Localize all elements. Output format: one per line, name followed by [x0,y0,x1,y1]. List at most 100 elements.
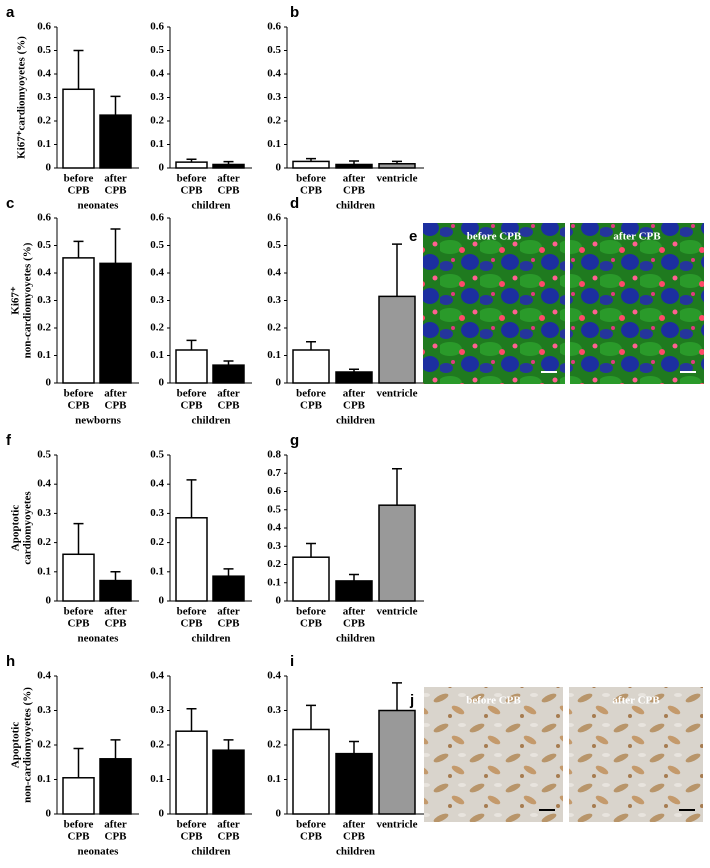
bar [292,556,330,602]
x-tick-label: after [217,819,240,831]
x-tick-label: CPB [68,831,91,843]
panel-label: j [409,692,414,709]
image-caption: after CPB [612,695,660,707]
error-bar [110,95,121,116]
x-tick-label: before [177,388,207,400]
y-tick-label: 0.3 [267,540,281,552]
y-tick-label: 0.2 [150,739,164,751]
y-tick-label: 0.2 [267,322,281,334]
y-tick-label: 0.3 [37,91,51,103]
y-tick-label: 0.6 [267,212,281,224]
micrograph [570,223,704,384]
y-tick-label: 0.2 [150,115,164,127]
bar [378,295,416,384]
error-bar [73,49,84,90]
error-bar [392,467,402,506]
y-tick-label: 0.6 [150,21,164,33]
panel-label: c [6,195,14,212]
bar [99,579,132,602]
y-axis-label: Apoptotic [10,505,22,552]
y-axis-label: non-cardiomyoyetes (%) [22,687,34,803]
y-tick-label: 0.3 [37,704,51,716]
x-tick-label: CPB [218,618,241,630]
y-axis-label: Apoptotic [10,722,22,769]
error-bar [306,542,316,558]
error-bar [73,240,84,258]
y-tick-label: 0.5 [150,449,164,461]
y-tick-label: 0.6 [150,212,164,224]
y-tick-label: 0.3 [37,507,51,519]
y-tick-label: 0.1 [267,773,281,785]
y-tick-label: 0.5 [37,449,51,461]
y-tick-label: 0.1 [150,349,164,361]
y-tick-label: 0.4 [150,478,164,490]
x-tick-label: CPB [105,618,128,630]
bar [62,777,95,815]
bar [212,163,245,169]
group-label: neonates [78,200,120,212]
y-tick-label: 0 [46,595,52,607]
y-tick-label: 0.2 [150,536,164,548]
group-label: neonates [78,633,120,645]
error-bar [73,522,84,555]
y-tick-label: 0.2 [37,739,51,751]
bar [335,580,373,602]
error-bar [73,747,84,778]
x-tick-label: after [104,819,127,831]
x-tick-label: ventricle [377,388,418,400]
bar [212,364,245,384]
x-tick-label: before [177,606,207,618]
y-axis-label: Ki67⁺ [10,286,22,315]
x-tick-label: after [104,388,127,400]
error-bar [110,228,121,264]
x-tick-label: CPB [218,400,241,412]
panel-label: h [6,653,15,670]
panel-label: b [290,4,299,21]
y-tick-label: 0.4 [267,522,281,534]
error-bar [223,739,234,751]
x-tick-label: ventricle [377,819,418,831]
x-tick-label: CPB [181,400,204,412]
error-bar [110,739,121,759]
x-tick-label: ventricle [377,173,418,185]
y-tick-label: 0 [276,808,282,820]
x-tick-label: CPB [105,185,128,197]
x-tick-label: before [177,173,207,185]
y-axis-label: non-cardiomyoyetes (%) [22,242,34,358]
x-tick-label: CPB [343,400,366,412]
x-tick-label: before [64,606,94,618]
group-label: children [192,415,231,427]
bar [292,728,330,815]
x-tick-label: before [296,388,326,400]
panel-label: e [409,228,417,245]
error-bar [110,571,121,581]
bar [335,752,373,815]
y-axis-label: Ki67⁺cardiomyoyetes (%) [16,36,28,159]
x-tick-label: CPB [218,831,241,843]
x-tick-label: before [64,388,94,400]
y-tick-label: 0.5 [267,239,281,251]
x-tick-label: CPB [68,185,91,197]
x-tick-label: after [343,388,366,400]
bar [212,749,245,815]
y-tick-label: 0 [46,162,52,174]
y-tick-label: 0.3 [267,294,281,306]
x-tick-label: CPB [181,831,204,843]
micrograph [424,687,563,822]
bar [212,575,245,602]
y-tick-label: 0 [46,808,52,820]
image-caption: after CPB [613,231,661,243]
y-tick-label: 0.5 [150,239,164,251]
panel-label: d [290,195,299,212]
y-tick-label: 0 [159,162,165,174]
bar [378,504,416,602]
x-tick-label: CPB [105,400,128,412]
x-tick-label: after [217,606,240,618]
y-tick-label: 0.4 [37,478,51,490]
y-tick-label: 0.3 [267,704,281,716]
x-tick-label: CPB [300,831,323,843]
bar [335,163,373,169]
x-tick-label: after [343,173,366,185]
error-bar [186,479,197,518]
micrograph [569,687,703,822]
